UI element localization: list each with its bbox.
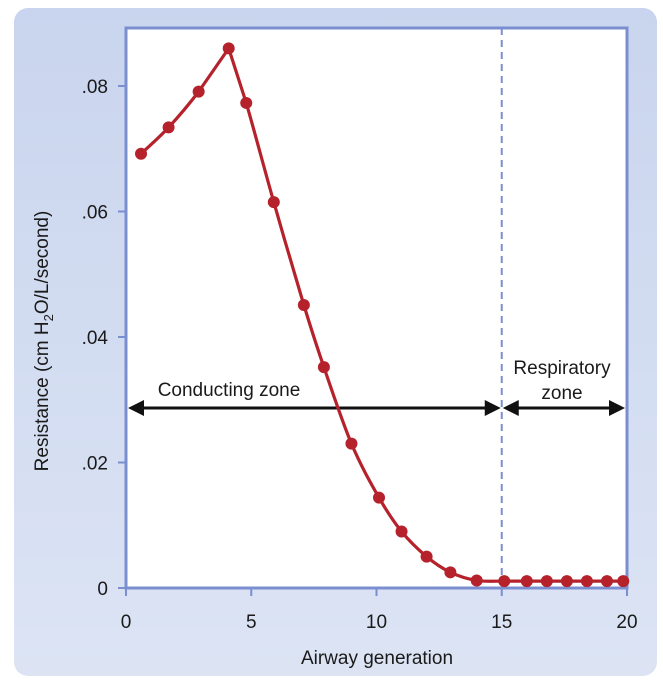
conducting-zone-arrowhead-right	[484, 400, 501, 416]
x-axis-label: Airway generation	[301, 648, 453, 669]
x-tick-label: 20	[616, 612, 637, 633]
plot-area	[124, 26, 629, 590]
resistance-chart: 0 5 10 15 200.02.04.06.08 Airway generation …	[14, 8, 657, 676]
respiratory-zone-label-line2: zone	[541, 383, 582, 404]
data-point	[267, 196, 280, 209]
data-point	[192, 85, 205, 98]
data-point	[470, 574, 483, 587]
y-tick-label: .06	[82, 203, 108, 224]
data-point	[560, 575, 573, 588]
conducting-zone-label: Conducting zone	[158, 380, 301, 401]
data-point	[617, 575, 630, 588]
respiratory-zone-arrowhead-right	[609, 400, 625, 416]
data-point	[240, 96, 253, 109]
data-point	[373, 491, 386, 504]
respiratory-zone-label-line1: Respiratory	[513, 358, 611, 379]
respiratory-zone-arrowhead-left	[502, 400, 519, 416]
data-point	[135, 147, 148, 160]
data-point	[540, 575, 553, 588]
y-tick-label: .02	[82, 454, 108, 475]
data-point	[395, 525, 408, 538]
y-axis-label-suffix: O/L/second)	[32, 211, 53, 315]
data-point	[345, 437, 358, 450]
data-point	[297, 298, 310, 311]
data-point	[520, 575, 533, 588]
data-point	[444, 566, 457, 579]
y-tick-label: 0	[97, 579, 108, 600]
data-point	[420, 550, 433, 563]
figure-panel: 0 5 10 15 20 0.02.04.06.08 Airway generation …	[14, 8, 657, 676]
x-tick-label: 15	[491, 612, 512, 633]
y-tick-label: .04	[82, 328, 109, 349]
conducting-zone-arrowhead-left	[128, 400, 144, 416]
data-point	[317, 361, 330, 374]
x-tick-label: 0	[121, 612, 132, 633]
x-tick-label: 5	[246, 612, 257, 633]
data-point	[222, 42, 235, 55]
y-axis-label-subscript: 2	[41, 314, 56, 321]
data-point	[498, 575, 511, 588]
data-point	[162, 121, 175, 134]
y-axis-label: Resistance (cm H2O/L/second)	[32, 211, 56, 472]
y-axis-label-prefix: Resistance (cm H	[32, 321, 53, 471]
data-point	[600, 575, 613, 588]
resistance-series-line	[139, 46, 624, 583]
x-tick-label: 10	[366, 612, 387, 633]
data-point	[580, 575, 593, 588]
y-tick-label: .08	[82, 77, 108, 98]
